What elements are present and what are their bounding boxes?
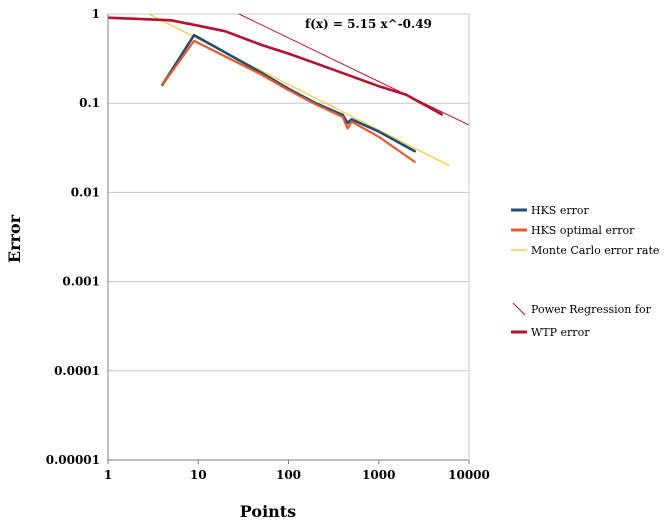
legend-label-power-regression: Power Regression for xyxy=(531,303,652,316)
x-tick-label: 100 xyxy=(276,468,301,482)
series-line-power-regression-for xyxy=(237,14,469,126)
y-tick-label: 1 xyxy=(92,7,100,21)
series-line-wtp-error xyxy=(108,16,444,116)
series-line-monte-carlo-error-rate xyxy=(147,14,450,167)
x-tick-label: 10000 xyxy=(448,468,490,482)
legend-label-wtp-error: WTP error xyxy=(531,326,590,339)
y-tick-label: 0.1 xyxy=(79,96,100,110)
legend: HKS error HKS optimal error Monte Carlo … xyxy=(511,204,659,339)
legend-label-hks-optimal-error: HKS optimal error xyxy=(531,224,635,237)
y-tick-label: 0.00001 xyxy=(46,453,100,467)
tick-labels: 1 0.1 0.01 0.001 0.0001 0.00001 1 10 100 1000 1000… xyxy=(46,7,490,482)
x-tick-label: 1000 xyxy=(362,468,395,482)
annotation-label: f(x) = 5.15 x^-0.49 xyxy=(305,17,432,31)
series-line-hks-optimal-error xyxy=(161,39,416,163)
series-line-hks-error xyxy=(161,33,416,153)
y-tick-label: 0.001 xyxy=(62,275,100,289)
legend-label-hks-error: HKS error xyxy=(531,204,589,217)
y-tick-label: 0.0001 xyxy=(54,364,100,378)
y-tick-label: 0.01 xyxy=(71,185,100,199)
y-axis-title: Error xyxy=(5,214,24,263)
legend-label-monte-carlo: Monte Carlo error rate xyxy=(531,244,659,257)
grid-lines xyxy=(108,13,469,461)
series-layer xyxy=(108,14,469,167)
legend-swatch-power-regression xyxy=(512,302,526,316)
x-tick-label: 10 xyxy=(190,468,207,482)
axes xyxy=(107,14,470,464)
x-tick-label: 1 xyxy=(104,468,112,482)
x-axis-title: Points xyxy=(240,502,296,521)
